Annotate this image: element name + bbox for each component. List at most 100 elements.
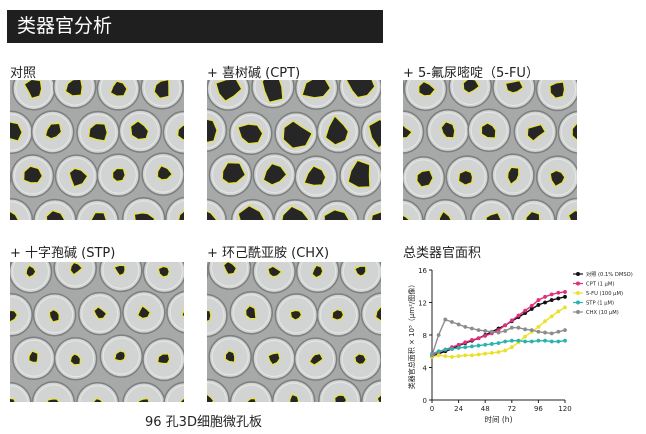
organoid [137, 398, 150, 402]
microwell [162, 110, 184, 155]
organoid [403, 214, 411, 220]
data-point [496, 350, 501, 354]
data-point [470, 344, 474, 349]
microwell [469, 198, 514, 220]
micrograph-svg [10, 80, 184, 220]
organoid [130, 120, 150, 141]
microwell [121, 196, 166, 220]
legend-marker [576, 281, 580, 286]
microwell [10, 198, 34, 220]
organoid [207, 393, 215, 402]
data-point [509, 345, 514, 350]
organoid [28, 350, 39, 363]
organoid [23, 80, 43, 99]
data-point [476, 343, 481, 348]
data-point [516, 313, 521, 318]
legend-marker [576, 310, 580, 314]
microwell [207, 378, 230, 402]
organoid [267, 265, 283, 278]
organoid [526, 124, 546, 142]
microwell [75, 381, 120, 402]
data-point [536, 303, 541, 307]
data-point [456, 342, 461, 347]
organoid [571, 122, 577, 141]
chart-title: 总类器官面积 [403, 246, 482, 261]
organoid [153, 80, 170, 99]
microwell [403, 156, 446, 200]
data-point [543, 330, 547, 335]
microwell [208, 153, 253, 197]
microwell [163, 381, 184, 402]
legend-marker [576, 291, 580, 295]
micrograph-svg [207, 80, 381, 220]
organoid [462, 80, 480, 94]
micrograph-cpt [207, 80, 381, 220]
y-tick-label: 16 [418, 267, 427, 275]
organoid [458, 169, 474, 186]
organoid [354, 353, 367, 365]
data-point [543, 319, 547, 324]
microwell [118, 109, 163, 153]
x-tick-label: 48 [481, 405, 490, 413]
data-point [523, 334, 527, 339]
organoid [403, 124, 413, 139]
data-point [489, 329, 494, 334]
organoid [282, 120, 313, 149]
data-point [489, 342, 494, 346]
data-point [483, 333, 488, 338]
organoid [267, 352, 281, 366]
x-tick-label: 72 [507, 405, 516, 413]
microwell [12, 336, 56, 381]
data-point [476, 352, 481, 357]
data-point [463, 345, 468, 350]
data-point [563, 294, 567, 299]
organoid [261, 80, 284, 103]
microwell [294, 80, 339, 110]
data-point [529, 307, 534, 311]
microwell [53, 336, 98, 381]
data-point [509, 325, 514, 330]
organoid [69, 262, 83, 276]
organoid [181, 309, 184, 318]
data-point [556, 339, 561, 344]
organoid [370, 211, 381, 220]
legend-marker [576, 272, 580, 276]
microwell [165, 196, 184, 220]
microwell [230, 198, 275, 220]
microwell [555, 197, 577, 220]
data-point [523, 308, 527, 313]
data-point [536, 324, 541, 329]
legend-marker [576, 300, 580, 305]
data-point [436, 349, 441, 354]
data-point [476, 328, 481, 333]
data-point [556, 296, 561, 301]
microwell [30, 110, 75, 154]
microwell [207, 80, 250, 111]
organoid [221, 162, 246, 184]
microwell [467, 108, 511, 153]
organoid [418, 81, 436, 97]
microwell [99, 262, 143, 293]
microwell [423, 198, 468, 220]
x-tick-label: 96 [534, 405, 543, 413]
data-point [503, 339, 508, 344]
panel-label-stp: + 十字孢碱 (STP) [10, 246, 116, 261]
organoid [347, 159, 371, 188]
microwell [535, 80, 577, 112]
x-tick-label: 120 [558, 405, 571, 413]
organoid [64, 80, 83, 97]
organoid [207, 118, 218, 143]
data-point [543, 300, 547, 305]
organoid [177, 124, 184, 141]
organoid [10, 397, 16, 402]
organoid [334, 394, 348, 402]
data-point [463, 324, 468, 329]
organoid [157, 353, 171, 365]
microwell [535, 155, 577, 199]
data-point [470, 337, 474, 342]
micrograph-chx [207, 262, 381, 402]
microwell [426, 108, 470, 153]
microwell [10, 262, 53, 294]
microwell [96, 153, 141, 197]
